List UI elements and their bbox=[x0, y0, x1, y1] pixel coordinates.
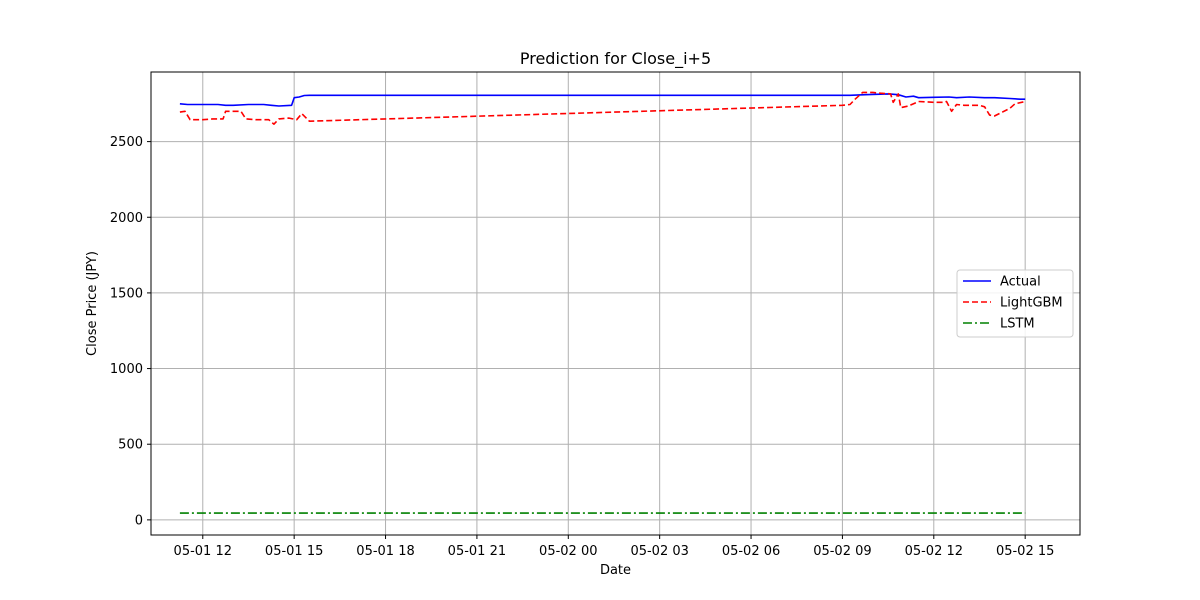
chart-title: Prediction for Close_i+5 bbox=[520, 49, 711, 69]
x-tick-label: 05-01 15 bbox=[265, 544, 323, 559]
x-tick-label: 05-02 03 bbox=[630, 544, 688, 559]
y-tick-label: 0 bbox=[135, 513, 143, 528]
legend-box bbox=[956, 269, 1074, 338]
y-tick-label: 1000 bbox=[110, 362, 143, 377]
x-tick-label: 05-01 12 bbox=[174, 544, 232, 559]
series-line-lightgbm bbox=[179, 91, 1026, 125]
x-tick-label: 05-01 21 bbox=[448, 544, 506, 559]
y-axis-label: Close Price (JPY) bbox=[85, 251, 100, 356]
x-axis: 05-01 12 05-01 15 05-01 18 05-01 21 05-02 00… bbox=[174, 535, 1054, 559]
y-axis: 0 500 1000 1500 2000 2500 bbox=[110, 135, 151, 528]
x-tick-label: 05-01 18 bbox=[356, 544, 414, 559]
legend-label-actual: Actual bbox=[1000, 275, 1041, 290]
plot-frame bbox=[150, 71, 1081, 536]
y-tick-label: 1500 bbox=[110, 286, 143, 301]
y-tick-label: 2500 bbox=[110, 135, 143, 150]
legend: Actual LightGBM LSTM bbox=[956, 269, 1074, 338]
x-tick-label: 05-02 06 bbox=[722, 544, 780, 559]
legend-label-lightgbm: LightGBM bbox=[1000, 296, 1063, 311]
series-line-actual bbox=[179, 93, 1026, 107]
y-tick-label: 500 bbox=[118, 438, 143, 453]
x-axis-label: Date bbox=[600, 563, 631, 578]
x-tick-label: 05-02 00 bbox=[539, 544, 597, 559]
legend-label-lstm: LSTM bbox=[1000, 317, 1035, 332]
x-tick-label: 05-02 15 bbox=[996, 544, 1054, 559]
x-tick-label: 05-02 09 bbox=[813, 544, 871, 559]
series-layer bbox=[179, 91, 1026, 514]
y-tick-label: 2000 bbox=[110, 211, 143, 226]
x-tick-label: 05-02 12 bbox=[905, 544, 963, 559]
